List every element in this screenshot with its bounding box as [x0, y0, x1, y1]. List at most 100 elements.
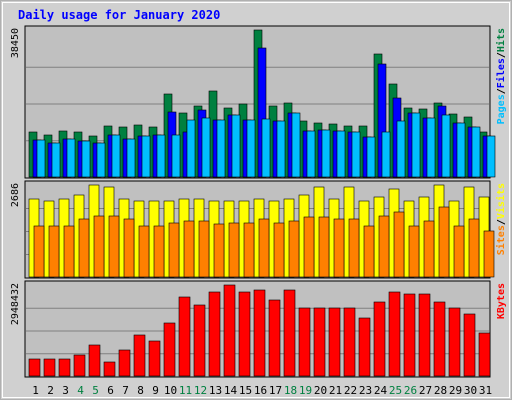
legend-item-hits: Hits [495, 28, 507, 52]
x-tick-label-day-5: 5 [92, 384, 99, 397]
bar-sites-day-2 [48, 225, 60, 278]
bar-sites-day-19 [303, 216, 315, 278]
ymax-label-hits-files-pages: 38450 [10, 28, 21, 58]
bar-kbytes-day-18 [283, 289, 296, 377]
legend-separator: / [496, 88, 507, 94]
bar-pages-day-25 [396, 120, 406, 178]
bar-pages-day-31 [486, 135, 496, 178]
bar-sites-day-14 [228, 222, 240, 278]
bar-kbytes-day-8 [133, 334, 146, 377]
bar-pages-day-28 [441, 114, 451, 178]
bar-sites-day-1 [33, 225, 45, 278]
bar-kbytes-day-19 [298, 307, 311, 377]
bar-sites-day-23 [363, 225, 375, 278]
bar-sites-day-28 [438, 206, 450, 278]
bar-sites-day-25 [393, 211, 405, 278]
bar-sites-day-26 [408, 225, 420, 278]
bar-sites-day-10 [168, 222, 180, 278]
ymax-label-visits-sites: 2686 [10, 183, 21, 207]
bar-sites-day-27 [423, 220, 435, 278]
bar-sites-day-21 [333, 218, 345, 278]
bar-kbytes-day-7 [118, 349, 131, 377]
bar-kbytes-day-11 [178, 296, 191, 377]
x-tick-label-day-26: 26 [404, 384, 417, 397]
bar-sites-day-12 [198, 220, 210, 278]
bar-kbytes-day-6 [103, 361, 116, 377]
bar-pages-day-17 [276, 120, 286, 178]
bar-sites-day-7 [123, 218, 135, 278]
bar-sites-day-20 [318, 216, 330, 278]
bar-pages-day-14 [231, 114, 241, 178]
bar-sites-day-11 [183, 220, 195, 278]
x-tick-label-day-24: 24 [374, 384, 388, 397]
x-tick-label-day-6: 6 [107, 384, 114, 397]
bar-sites-day-4 [78, 218, 90, 278]
bar-pages-day-12 [201, 117, 211, 178]
x-tick-label-day-29: 29 [449, 384, 462, 397]
bar-pages-day-3 [66, 138, 76, 178]
bar-sites-day-6 [108, 215, 120, 278]
bar-kbytes-day-12 [193, 304, 206, 377]
x-tick-label-day-20: 20 [314, 384, 327, 397]
x-tick-label-day-8: 8 [137, 384, 144, 397]
legend-item-pages: Pages [496, 94, 507, 124]
legend-item-visits: Visits [495, 183, 507, 219]
legend-hits-files-pages: Pages/Files/Hits [495, 28, 507, 124]
bar-sites-day-15 [243, 222, 255, 278]
x-tick-label-day-16: 16 [254, 384, 267, 397]
x-tick-label-day-21: 21 [329, 384, 342, 397]
x-tick-label-day-3: 3 [62, 384, 69, 397]
bar-kbytes-day-23 [358, 317, 371, 377]
bar-pages-day-20 [321, 129, 331, 178]
bar-kbytes-day-1 [28, 358, 41, 377]
bar-sites-day-5 [93, 215, 105, 278]
bar-kbytes-day-29 [448, 307, 461, 377]
x-tick-label-day-10: 10 [164, 384, 177, 397]
x-tick-label-day-25: 25 [389, 384, 402, 397]
bar-pages-day-21 [336, 130, 346, 178]
bar-kbytes-day-13 [208, 291, 221, 377]
bar-sites-day-30 [468, 218, 480, 278]
x-tick-label-day-4: 4 [77, 384, 84, 397]
x-tick-label-day-2: 2 [47, 384, 54, 397]
x-tick-label-day-22: 22 [344, 384, 357, 397]
x-tick-label-day-19: 19 [299, 384, 312, 397]
bar-pages-day-23 [366, 136, 376, 178]
bar-kbytes-day-27 [418, 293, 431, 377]
bar-kbytes-day-28 [433, 301, 446, 377]
bar-sites-day-8 [138, 225, 150, 278]
bar-kbytes-day-20 [313, 307, 326, 377]
bar-sites-day-24 [378, 215, 390, 278]
bar-pages-day-27 [426, 117, 436, 178]
bar-pages-day-19 [306, 130, 316, 178]
bar-kbytes-day-30 [463, 313, 476, 377]
bar-pages-day-30 [471, 126, 481, 178]
bar-kbytes-day-15 [238, 291, 251, 377]
bar-pages-day-8 [141, 135, 151, 178]
bar-kbytes-day-21 [328, 307, 341, 377]
bar-pages-day-9 [156, 134, 166, 178]
bar-kbytes-day-5 [88, 344, 101, 377]
bar-pages-day-22 [351, 131, 361, 178]
bar-pages-day-1 [36, 139, 46, 178]
x-tick-label-day-11: 11 [179, 384, 192, 397]
x-tick-label-day-28: 28 [434, 384, 447, 397]
bar-kbytes-day-10 [163, 322, 176, 377]
bar-pages-day-18 [291, 112, 301, 178]
legend-separator: / [496, 219, 507, 225]
legend-item-files: Files [495, 58, 507, 88]
bar-sites-day-16 [258, 218, 270, 278]
bar-sites-day-17 [273, 222, 285, 278]
chart-title: Daily usage for January 2020 [18, 8, 220, 22]
bar-kbytes-day-16 [253, 289, 266, 377]
x-tick-label-day-9: 9 [152, 384, 159, 397]
bar-sites-day-9 [153, 225, 165, 278]
x-tick-label-day-15: 15 [239, 384, 252, 397]
x-tick-label-day-1: 1 [32, 384, 39, 397]
bar-pages-day-15 [246, 119, 256, 178]
x-tick-label-day-14: 14 [224, 384, 238, 397]
bar-kbytes-day-4 [73, 354, 86, 377]
bar-kbytes-day-26 [403, 293, 416, 377]
